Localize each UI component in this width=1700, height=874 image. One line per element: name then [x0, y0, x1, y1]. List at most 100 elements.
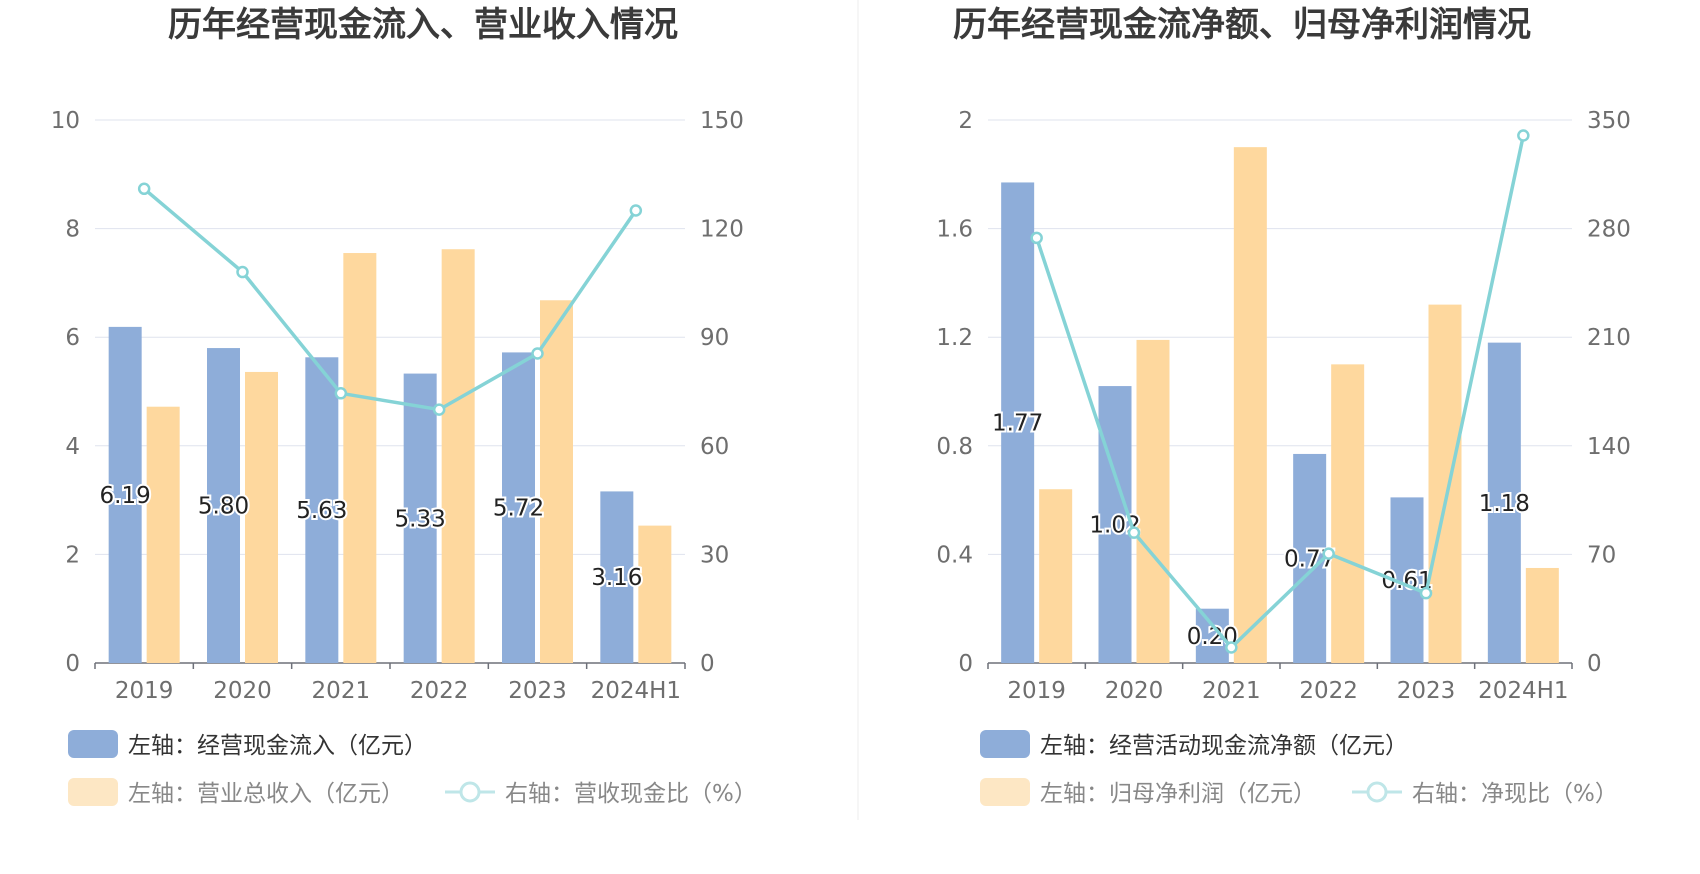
- chart-panel-1: 历年经营现金流入、营业收入情况 0 0 2 30 4 60 6 90 8 120 10 150 2019 2…: [51, 5, 757, 807]
- legend-swatch[interactable]: [980, 778, 1030, 806]
- line-series: [143, 187, 638, 412]
- y-left-tick-label: 1.6: [936, 217, 973, 243]
- line-point: [137, 182, 151, 196]
- y-left-tick-label: 8: [65, 217, 80, 243]
- bar-data-label: 1.02: [1089, 513, 1140, 539]
- chart-title: 历年经营现金流入、营业收入情况: [168, 5, 678, 45]
- legend-swatch-marker[interactable]: [1366, 781, 1388, 803]
- legend-item[interactable]: 左轴：经营现金流入（亿元）: [68, 730, 427, 759]
- bar-series2: [540, 300, 573, 663]
- y-right-tick-label: 0: [700, 651, 715, 677]
- y-right-tick-label: 140: [1587, 434, 1631, 460]
- bar-series1: [1293, 453, 1327, 663]
- bar-series2: [1136, 339, 1170, 663]
- x-category-label: 2021: [312, 678, 371, 704]
- x-category-label: 2023: [1397, 678, 1456, 704]
- legend-label: 左轴：营业总收入（亿元）: [128, 781, 404, 807]
- x-category-label: 2019: [1007, 678, 1066, 704]
- line-point: [531, 347, 544, 360]
- line-point: [1127, 526, 1141, 539]
- y-left-tick-label: 6: [65, 325, 80, 351]
- bar-data-label: 5.33: [395, 506, 446, 532]
- legend-item[interactable]: 右轴：营收现金比（%）: [445, 781, 757, 807]
- x-category-label: 2019: [115, 678, 174, 704]
- bar-series2: [1039, 489, 1073, 663]
- bar-series1: [1098, 386, 1132, 663]
- line-point: [1517, 129, 1530, 142]
- y-right-tick-label: 210: [1587, 325, 1631, 351]
- legend-label: 左轴：经营现金流入（亿元）: [128, 733, 427, 759]
- chart-title: 历年经营现金流净额、归母净利润情况: [953, 5, 1531, 45]
- line-point: [1030, 231, 1043, 245]
- bar-series2: [245, 371, 278, 663]
- line-series: [1035, 135, 1526, 651]
- bar-series2: [343, 253, 377, 663]
- line-point: [1419, 586, 1433, 600]
- line-point: [334, 387, 348, 400]
- legend-swatch[interactable]: [68, 778, 118, 806]
- y-right-tick-label: 70: [1587, 542, 1616, 568]
- y-right-tick-label: 60: [700, 434, 729, 460]
- x-category-label: 2023: [508, 678, 567, 704]
- line-point: [629, 204, 643, 217]
- legend-label: 右轴：净现比（%）: [1412, 781, 1618, 807]
- x-category-label: 2022: [1299, 678, 1358, 704]
- x-category-label: 2020: [1105, 678, 1164, 704]
- y-right-tick-label: 0: [1587, 651, 1602, 677]
- y-right-tick-label: 150: [700, 108, 744, 134]
- bar-series1: [305, 357, 339, 663]
- y-right-tick-label: 90: [700, 325, 729, 351]
- bar-series2: [441, 249, 475, 663]
- legend-swatch-marker[interactable]: [459, 781, 481, 803]
- legend-swatch[interactable]: [980, 730, 1030, 758]
- bar-series1: [207, 348, 240, 663]
- y-left-tick-label: 2: [958, 108, 973, 134]
- bar-series1: [108, 326, 142, 663]
- legend-label: 左轴：经营活动现金流净额（亿元）: [1040, 733, 1408, 759]
- chart-panel-2: 历年经营现金流净额、归母净利润情况 0 0 0.4 70 0.8 140 1.2 210 1.6 2…: [936, 5, 1630, 807]
- bar-series1: [403, 373, 437, 663]
- bar-data-label: 5.72: [493, 496, 544, 522]
- line-point: [1225, 641, 1238, 654]
- legend-item[interactable]: 左轴：归母净利润（亿元）: [980, 778, 1316, 807]
- bar-data-label: 1.77: [992, 411, 1043, 437]
- legend-item[interactable]: 左轴：营业总收入（亿元）: [68, 778, 404, 807]
- bar-series2: [1233, 147, 1267, 663]
- legend-item[interactable]: 右轴：净现比（%）: [1352, 781, 1618, 807]
- legend-label: 右轴：营收现金比（%）: [505, 781, 757, 807]
- bar-series2: [638, 525, 672, 663]
- x-category-label: 2024H1: [591, 678, 681, 704]
- bar-series1: [1001, 182, 1035, 663]
- bar-data-label: 3.16: [591, 565, 642, 591]
- x-category-label: 2021: [1202, 678, 1261, 704]
- bar-series2: [1331, 364, 1365, 663]
- y-right-tick-label: 30: [700, 542, 729, 568]
- y-left-tick-label: 0: [958, 651, 973, 677]
- y-left-tick-label: 2: [65, 542, 80, 568]
- bar-series1: [1487, 342, 1521, 663]
- bar-data-label: 1.18: [1479, 491, 1530, 517]
- legend-item[interactable]: 左轴：经营活动现金流净额（亿元）: [980, 730, 1408, 759]
- legend-swatch[interactable]: [68, 730, 118, 758]
- line-point: [432, 403, 446, 416]
- bar-data-label: 5.63: [296, 498, 347, 524]
- y-left-tick-label: 0.8: [936, 434, 973, 460]
- line-point: [1322, 547, 1335, 560]
- bar-series1: [502, 352, 535, 663]
- bar-series2: [1428, 304, 1462, 663]
- bar-data-label: 5.80: [198, 494, 249, 520]
- legend-label: 左轴：归母净利润（亿元）: [1040, 781, 1316, 807]
- y-left-tick-label: 0: [65, 651, 80, 677]
- y-left-tick-label: 0.4: [936, 542, 973, 568]
- x-category-label: 2022: [410, 678, 469, 704]
- y-right-tick-label: 120: [700, 217, 744, 243]
- y-right-tick-label: 350: [1587, 108, 1631, 134]
- y-left-tick-label: 4: [65, 434, 80, 460]
- y-left-tick-label: 1.2: [936, 325, 973, 351]
- bar-series2: [1525, 567, 1559, 663]
- y-left-tick-label: 10: [51, 108, 80, 134]
- y-right-tick-label: 280: [1587, 217, 1631, 243]
- bar-series1: [600, 491, 634, 663]
